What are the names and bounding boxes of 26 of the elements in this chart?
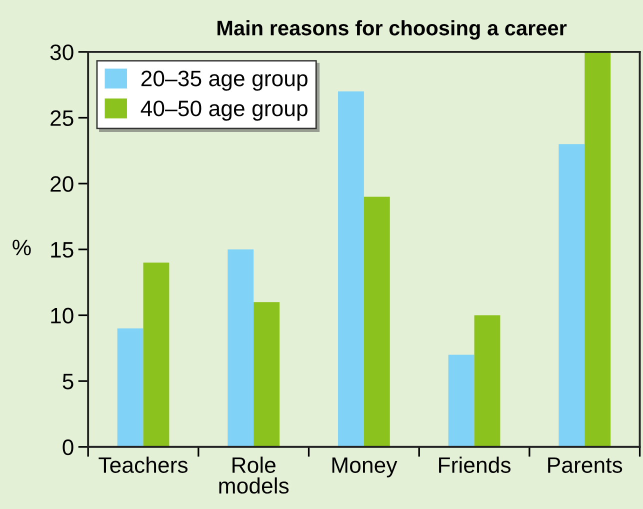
legend-label: 40–50 age group xyxy=(140,100,308,121)
x-tick-label: Parents xyxy=(548,457,622,473)
bar xyxy=(338,91,364,447)
y-tick-label: 25 xyxy=(50,110,74,126)
legend-label: 20–35 age group xyxy=(141,70,308,91)
y-tick-label: 5 xyxy=(62,374,74,390)
y-axis-title: % xyxy=(12,240,31,256)
bar xyxy=(143,262,170,447)
x-tick-label: Money xyxy=(332,457,398,478)
bar xyxy=(558,144,585,447)
bar xyxy=(448,354,474,447)
bar xyxy=(364,196,390,447)
y-tick-label: 10 xyxy=(51,308,74,324)
y-tick-label: 0 xyxy=(62,439,74,456)
bar xyxy=(254,302,280,447)
y-tick-label: 30 xyxy=(50,44,74,60)
bar xyxy=(584,52,611,447)
bar xyxy=(474,315,500,447)
x-tick-label: Role models xyxy=(219,456,289,494)
x-tick-label: Teachers xyxy=(98,456,188,473)
y-tick-label: 20 xyxy=(50,176,74,192)
x-tick-label: Friends xyxy=(439,456,511,473)
y-tick-label: 15 xyxy=(51,242,74,258)
bar xyxy=(117,328,144,447)
bar xyxy=(228,249,254,447)
chart-title: Main reasons for choosing a career xyxy=(218,20,567,40)
